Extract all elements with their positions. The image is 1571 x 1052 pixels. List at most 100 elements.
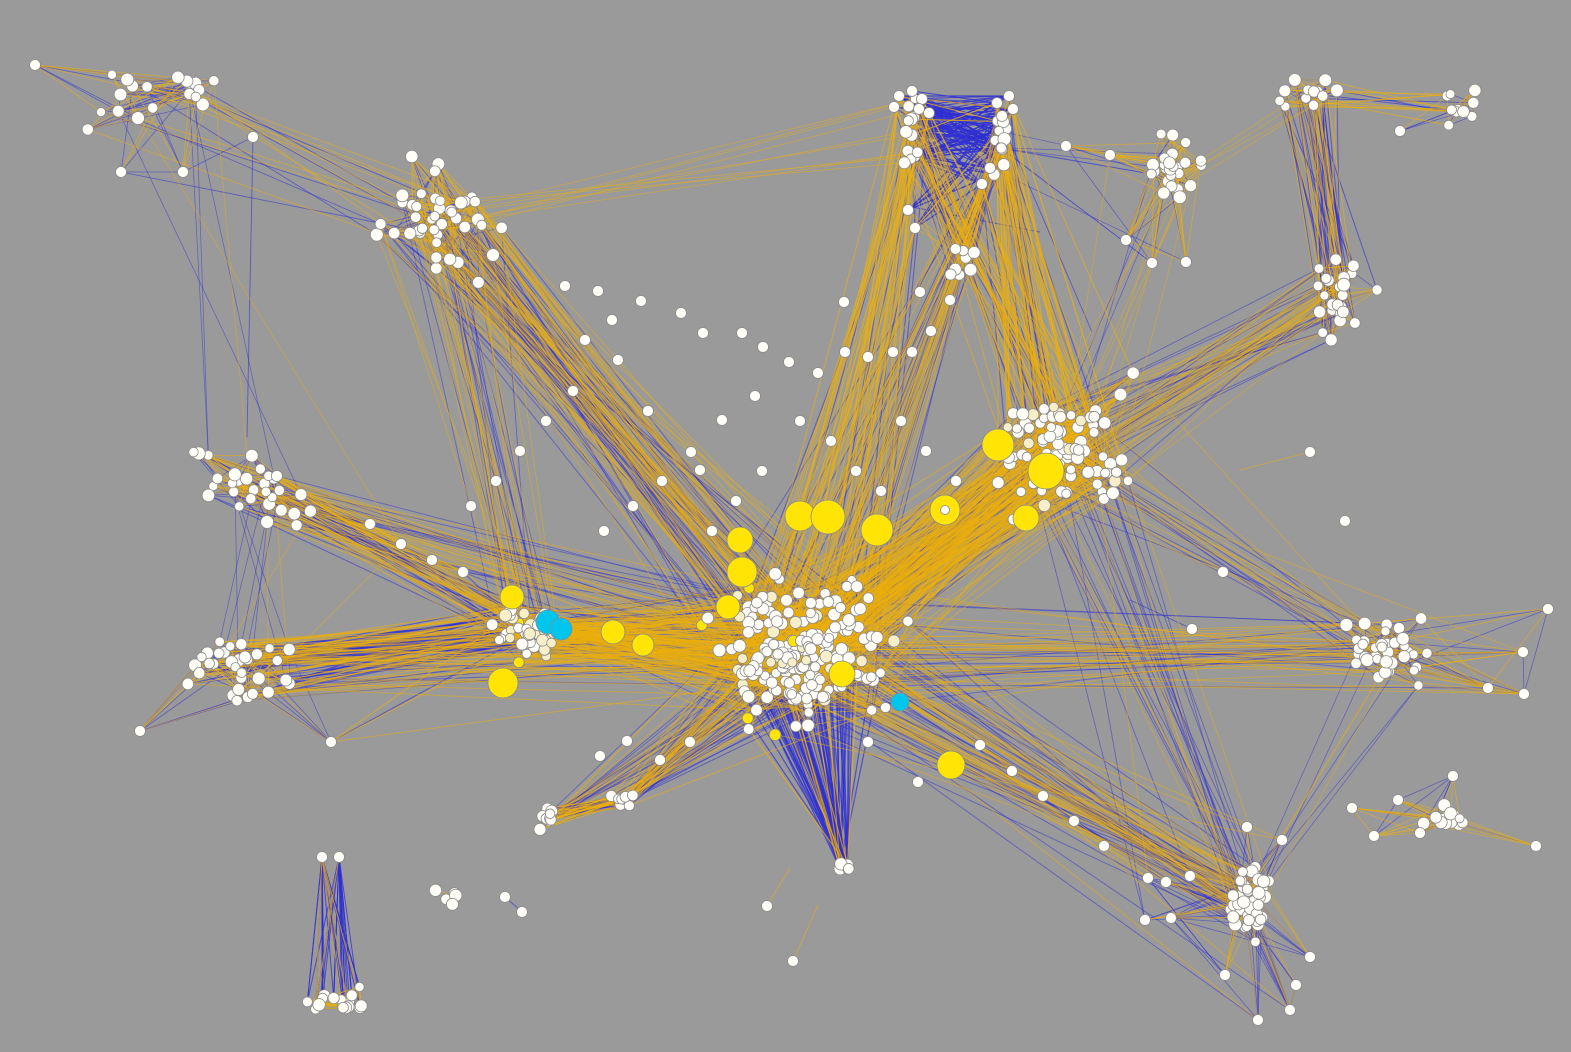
graph-node[interactable] <box>1186 623 1198 635</box>
graph-node[interactable] <box>227 467 242 482</box>
graph-node[interactable] <box>405 149 419 164</box>
graph-node[interactable] <box>1330 83 1344 98</box>
graph-node[interactable] <box>287 506 301 521</box>
graph-node[interactable] <box>684 736 696 748</box>
graph-node[interactable] <box>967 246 981 259</box>
graph-node[interactable] <box>787 955 799 967</box>
graph-node[interactable] <box>654 754 666 766</box>
graph-node[interactable] <box>909 222 921 234</box>
graph-node[interactable] <box>113 87 128 102</box>
graph-node[interactable] <box>505 632 516 644</box>
graph-node[interactable] <box>1320 272 1332 284</box>
graph-node[interactable] <box>1278 84 1292 98</box>
graph-node[interactable] <box>606 314 618 326</box>
graph-node[interactable] <box>1324 333 1338 347</box>
graph-node[interactable] <box>995 142 1007 154</box>
graph-node[interactable] <box>1172 190 1187 205</box>
graph-node[interactable] <box>1163 156 1176 170</box>
graph-node[interactable] <box>1157 186 1171 200</box>
graph-node[interactable] <box>579 334 591 346</box>
graph-node[interactable] <box>1347 259 1360 272</box>
graph-node[interactable] <box>1394 125 1406 137</box>
graph-node[interactable] <box>875 485 887 497</box>
graph-node[interactable] <box>195 97 210 112</box>
graph-node[interactable] <box>730 495 742 507</box>
graph-node[interactable] <box>685 446 697 458</box>
graph-node[interactable] <box>1288 73 1302 87</box>
graph-node[interactable] <box>112 104 125 118</box>
graph-node[interactable] <box>141 81 153 93</box>
graph-node[interactable] <box>246 687 259 700</box>
graph-node[interactable] <box>1166 128 1180 142</box>
graph-node[interactable] <box>592 285 604 297</box>
graph-node[interactable] <box>147 102 159 114</box>
graph-node[interactable] <box>1319 290 1330 301</box>
graph-node[interactable] <box>1098 840 1110 852</box>
graph-node[interactable] <box>203 657 215 670</box>
graph-node[interactable] <box>245 448 259 463</box>
graph-node[interactable] <box>395 538 407 550</box>
graph-node[interactable] <box>458 220 471 234</box>
graph-node[interactable] <box>950 475 962 487</box>
graph-node[interactable] <box>232 683 246 696</box>
graph-node[interactable] <box>410 211 422 223</box>
graph-node[interactable] <box>415 188 427 200</box>
graph-node[interactable] <box>1120 234 1132 246</box>
graph-node[interactable] <box>1155 128 1167 140</box>
graph-node[interactable] <box>914 286 926 298</box>
graph-node[interactable] <box>238 650 252 664</box>
graph-node[interactable] <box>902 204 914 216</box>
graph-node[interactable] <box>214 636 225 648</box>
graph-node[interactable] <box>416 222 428 234</box>
graph-node[interactable] <box>388 226 401 240</box>
graph-node[interactable] <box>374 218 387 230</box>
graph-node[interactable] <box>228 486 240 498</box>
graph-node[interactable] <box>838 296 850 308</box>
graph-node[interactable] <box>902 115 914 127</box>
graph-node[interactable] <box>476 219 488 231</box>
graph-node[interactable] <box>1313 263 1325 274</box>
graph-node[interactable] <box>1060 140 1072 152</box>
graph-node[interactable] <box>131 111 145 125</box>
graph-node[interactable] <box>225 641 236 652</box>
graph-node[interactable] <box>469 195 481 208</box>
graph-node[interactable] <box>231 695 243 707</box>
graph-node[interactable] <box>976 178 988 190</box>
graph-node[interactable] <box>897 156 911 170</box>
graph-node[interactable] <box>1146 257 1158 269</box>
graph-node[interactable] <box>1006 765 1018 777</box>
graph-node[interactable] <box>271 655 283 666</box>
graph-node[interactable] <box>1468 83 1482 97</box>
graph-node[interactable] <box>635 295 647 307</box>
graph-node[interactable] <box>251 648 263 661</box>
graph-node[interactable] <box>997 158 1011 172</box>
graph-node[interactable] <box>756 465 768 477</box>
graph-node[interactable] <box>887 346 899 358</box>
graph-node[interactable] <box>260 486 272 497</box>
graph-node[interactable] <box>1312 280 1324 292</box>
graph-node[interactable] <box>627 500 639 512</box>
graph-node[interactable] <box>430 251 443 264</box>
graph-node[interactable] <box>899 125 913 139</box>
graph-node[interactable] <box>559 280 571 292</box>
graph-node[interactable] <box>428 224 440 236</box>
graph-node[interactable] <box>906 85 918 97</box>
graph-node[interactable] <box>181 677 195 691</box>
graph-node[interactable] <box>656 475 668 487</box>
graph-node[interactable] <box>812 367 824 379</box>
graph-node[interactable] <box>974 739 986 751</box>
graph-node[interactable] <box>783 356 795 368</box>
graph-node[interactable] <box>325 736 337 748</box>
graph-node[interactable] <box>1318 73 1333 87</box>
graph-node[interactable] <box>443 252 457 266</box>
graph-node[interactable] <box>29 59 41 71</box>
graph-node[interactable] <box>208 75 220 87</box>
graph-node[interactable] <box>1179 156 1192 169</box>
graph-node[interactable] <box>984 162 996 174</box>
graph-node[interactable] <box>107 69 117 80</box>
graph-node[interactable] <box>211 472 224 485</box>
graph-node[interactable] <box>916 93 928 105</box>
graph-node[interactable] <box>642 405 654 417</box>
graph-node[interactable] <box>1446 104 1457 116</box>
graph-node[interactable] <box>431 237 442 248</box>
